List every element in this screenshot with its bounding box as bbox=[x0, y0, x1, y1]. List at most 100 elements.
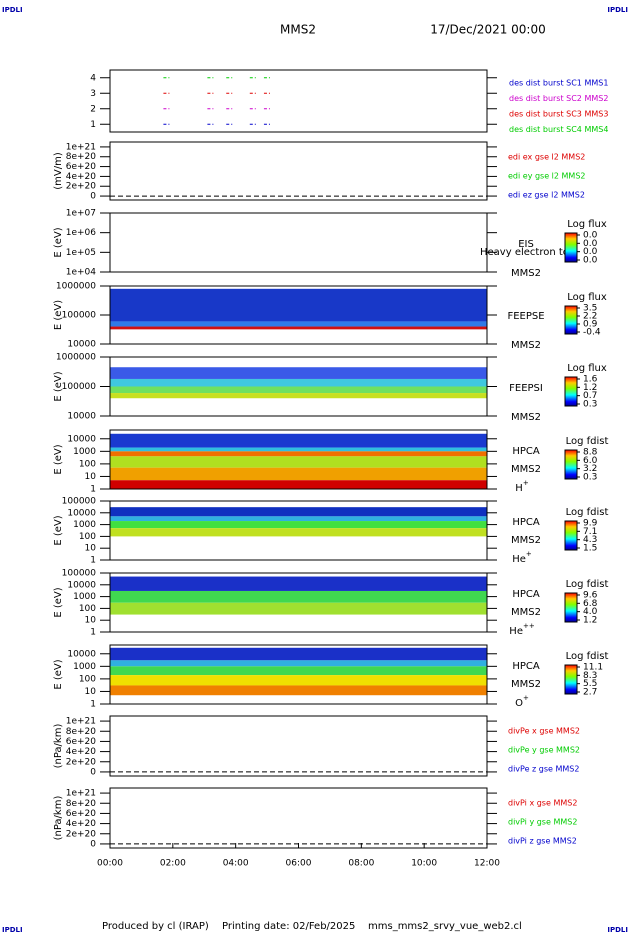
spectrogram-band bbox=[110, 447, 487, 452]
colorbar-tick-label: 0.0 bbox=[583, 231, 598, 241]
colorbar-title: Log fdist bbox=[566, 579, 609, 590]
y-axis-label: E (eV) bbox=[53, 371, 64, 401]
colorbar-tick-label: 0.0 bbox=[583, 247, 598, 257]
colorbar bbox=[564, 664, 578, 695]
spectrogram-band bbox=[110, 433, 487, 448]
y-tick-label: 10 bbox=[85, 472, 97, 482]
y-tick-label: 1e+06 bbox=[66, 228, 97, 238]
y-tick-label: 6e+20 bbox=[66, 809, 97, 819]
y-tick-label: 100000 bbox=[62, 382, 97, 392]
colorbar-tick-label: 1.2 bbox=[583, 383, 597, 393]
y-tick-label: 10000 bbox=[67, 508, 96, 518]
y-tick-label: 10000 bbox=[67, 649, 96, 659]
colorbar-tick-label: 0.9 bbox=[583, 320, 598, 330]
spacecraft-label: MMS2 bbox=[511, 535, 541, 546]
colorbar-tick-label: 6.8 bbox=[583, 599, 598, 609]
y-tick-label: 4e+20 bbox=[66, 172, 97, 182]
colorbar-tick-label: 0.3 bbox=[583, 473, 597, 483]
x-tick-label: 00:00 bbox=[97, 859, 123, 869]
colorbar-tick-label: 0.0 bbox=[583, 239, 598, 249]
spectrogram-band bbox=[110, 386, 487, 394]
spectrogram-band bbox=[110, 507, 487, 517]
colorbar-tick-label: 3.5 bbox=[583, 304, 597, 314]
spectrogram-band bbox=[110, 367, 487, 379]
x-tick-label: 12:00 bbox=[474, 859, 500, 869]
y-tick-label: 100 bbox=[79, 459, 96, 469]
colorbar-tick-label: 4.0 bbox=[583, 607, 598, 617]
colorbar bbox=[564, 520, 578, 551]
y-tick-label: 0 bbox=[90, 839, 96, 849]
species: H bbox=[515, 483, 523, 494]
legend-entry: divPi y gse MMS2 bbox=[508, 818, 577, 827]
y-axis-label: E (eV) bbox=[53, 515, 64, 545]
colorbar-tick-label: 5.5 bbox=[583, 679, 597, 689]
y-tick-label: 10000 bbox=[67, 412, 96, 422]
legend-entry: divPe x gse MMS2 bbox=[508, 727, 580, 736]
colorbar-tick-label: 2.7 bbox=[583, 688, 597, 698]
logo: IPDLI bbox=[2, 6, 23, 14]
panel-frame bbox=[109, 715, 488, 777]
y-tick-label: 1 bbox=[90, 120, 96, 130]
instrument-label: HPCA bbox=[512, 446, 540, 457]
colorbar-title: Log fdist bbox=[566, 436, 609, 447]
instrument-label: FEEPSI bbox=[509, 383, 543, 394]
y-tick-label: 6e+20 bbox=[66, 737, 97, 747]
legend-entry: divPi x gse MMS2 bbox=[508, 799, 577, 808]
y-tick-label: 1000 bbox=[73, 447, 96, 457]
y-tick-label: 1000 bbox=[73, 662, 96, 672]
y-tick-label: 2 bbox=[90, 104, 96, 114]
colorbar-tick-label: 3.2 bbox=[583, 464, 597, 474]
species-label: H+ bbox=[515, 479, 529, 494]
spectrogram-band bbox=[110, 685, 487, 696]
legend-entry: des dist burst SC4 MMS4 bbox=[509, 125, 608, 134]
y-tick-label: 10000 bbox=[67, 580, 96, 590]
colorbar-tick-label: 1.5 bbox=[583, 544, 597, 554]
spacecraft-label: MMS2 bbox=[511, 412, 541, 423]
y-tick-label: 100000 bbox=[62, 497, 97, 507]
instrument-note: Heavy electron to bbox=[480, 247, 569, 258]
charge: + bbox=[526, 550, 532, 558]
species-label: He++ bbox=[509, 622, 535, 637]
species: He bbox=[509, 626, 523, 637]
y-tick-label: 1 bbox=[90, 628, 96, 638]
colorbar-title: Log flux bbox=[567, 363, 607, 374]
logo: IPDLI bbox=[2, 926, 23, 934]
y-tick-label: 4e+20 bbox=[66, 819, 97, 829]
y-tick-label: 1 bbox=[90, 485, 96, 495]
charge: + bbox=[523, 694, 529, 702]
spectrogram-band bbox=[110, 602, 487, 615]
spectrogram-band bbox=[110, 456, 487, 468]
plot-area bbox=[110, 576, 487, 615]
spacecraft-label: MMS2 bbox=[511, 679, 541, 690]
y-tick-label: 1e+04 bbox=[66, 268, 97, 278]
y-tick-label: 8e+20 bbox=[66, 799, 97, 809]
legend-entry: divPi z gse MMS2 bbox=[508, 837, 577, 846]
colorbar-tick-label: 1.6 bbox=[583, 375, 598, 385]
panel-frame bbox=[109, 500, 488, 561]
colorbar-tick-label: 7.1 bbox=[583, 527, 597, 537]
y-axis-label: E (eV) bbox=[53, 444, 64, 474]
colorbar-tick-label: 9.9 bbox=[583, 519, 598, 529]
spectrogram-band bbox=[110, 378, 487, 387]
species: He bbox=[512, 554, 526, 565]
y-tick-label: 1e+05 bbox=[66, 248, 96, 258]
y-tick-label: 10 bbox=[85, 687, 97, 697]
spectrogram-band bbox=[110, 321, 487, 327]
logo: IPDLI bbox=[607, 6, 628, 14]
colorbar-tick-label: 0.7 bbox=[583, 391, 597, 401]
colorbar-tick-label: 1.2 bbox=[583, 616, 597, 626]
species: O bbox=[515, 698, 523, 709]
colorbar-title: Log flux bbox=[567, 219, 607, 230]
spectrogram-band bbox=[110, 467, 487, 481]
y-tick-label: 10000 bbox=[67, 434, 96, 444]
charge: ++ bbox=[523, 622, 535, 630]
colorbar-tick-label: 11.1 bbox=[583, 663, 603, 673]
y-tick-label: 2e+20 bbox=[66, 829, 97, 839]
y-tick-label: 1e+21 bbox=[66, 717, 96, 727]
legend-entry: divPe y gse MMS2 bbox=[508, 746, 580, 755]
plot-area bbox=[110, 507, 487, 537]
spectrogram-band bbox=[110, 647, 487, 661]
y-tick-label: 2e+20 bbox=[66, 182, 97, 192]
colorbar-title: Log flux bbox=[567, 292, 607, 303]
